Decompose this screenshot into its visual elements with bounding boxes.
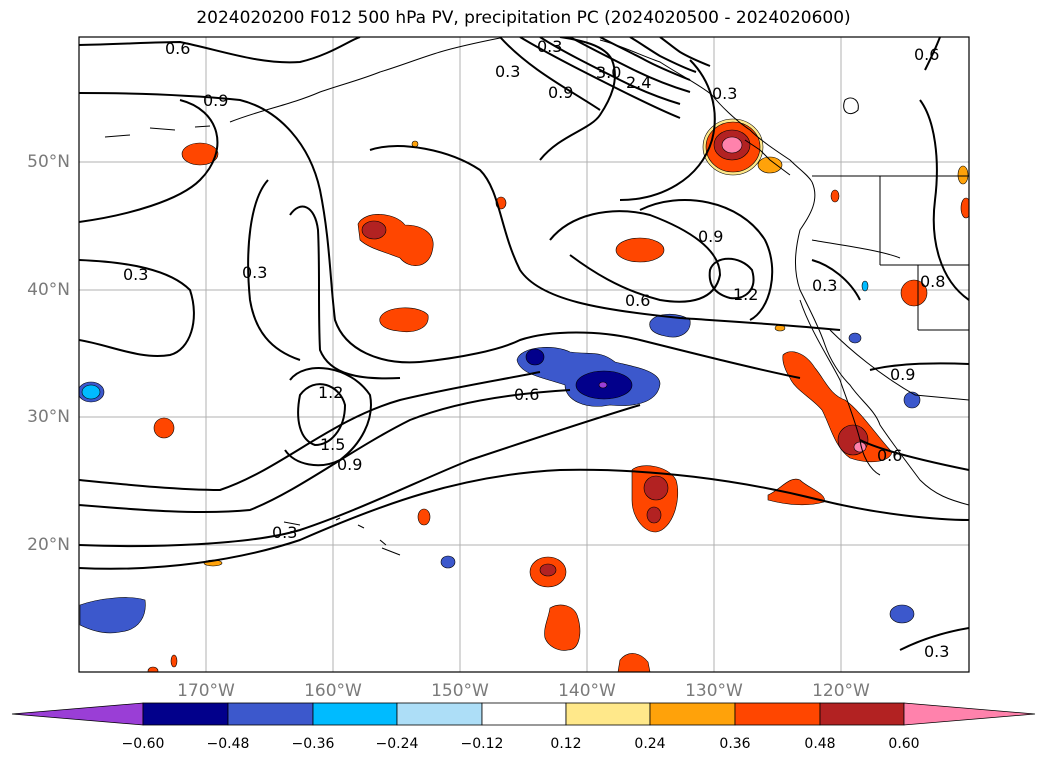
colorbar — [11, 702, 1036, 726]
colorbar-tick-label: 0.48 — [804, 736, 836, 752]
colorbar-extend-low — [11, 702, 144, 726]
contour-label: 3.0 — [596, 63, 621, 82]
colorbar-tick-label: 0.36 — [719, 736, 751, 752]
contour-label: 0.3 — [495, 62, 520, 81]
contour-label: 0.3 — [272, 523, 297, 542]
lat-label: 30°N — [27, 407, 70, 427]
pv-contours — [79, 37, 969, 651]
coastlines — [104, 37, 969, 556]
lon-label: 130°W — [685, 681, 743, 701]
colorbar-tick-label: 0.60 — [888, 736, 920, 752]
contour-label: 0.3 — [123, 265, 148, 284]
contour-label: 0.3 — [712, 84, 737, 103]
colorbar-extend-high — [903, 702, 1036, 726]
colorbar-bin — [227, 702, 314, 726]
lat-label: 40°N — [27, 280, 70, 300]
contour-label: 1.2 — [733, 285, 758, 304]
map-title: 2024020200 F012 500 hPa PV, precipitatio… — [196, 8, 851, 28]
colorbar-bin — [312, 702, 398, 726]
lon-label: 140°W — [558, 681, 616, 701]
lon-label: 120°W — [812, 681, 870, 701]
colorbar-bin — [565, 702, 651, 726]
colorbar-tick-label: −0.24 — [375, 736, 419, 752]
lat-label: 50°N — [27, 152, 70, 172]
contour-label: 0.6 — [914, 45, 939, 64]
colorbar-tick-label: −0.12 — [460, 736, 504, 752]
contour-label: 0.3 — [537, 37, 562, 56]
colorbar-bin — [142, 702, 229, 726]
contour-label: 0.9 — [548, 83, 573, 102]
contour-label: 2.4 — [626, 73, 651, 92]
map-frame — [78, 36, 970, 673]
colorbar-bin — [396, 702, 483, 726]
colorbar-bin — [734, 702, 821, 726]
contour-label: 0.6 — [165, 39, 190, 58]
colorbar-bin — [481, 702, 567, 726]
contour-label: 0.3 — [924, 642, 949, 661]
contour-label: 0.9 — [203, 91, 228, 110]
contour-label: 0.6 — [625, 291, 650, 310]
contour-label: 1.5 — [320, 435, 345, 454]
lon-label: 150°W — [431, 681, 489, 701]
contour-label: 0.3 — [242, 263, 267, 282]
lat-label: 20°N — [27, 535, 70, 555]
colorbar-bin — [649, 702, 736, 726]
contour-label: 0.3 — [812, 276, 837, 295]
colorbar-tick-label: 0.24 — [634, 736, 666, 752]
contour-label: 0.9 — [337, 455, 362, 474]
lon-label: 170°W — [177, 681, 235, 701]
contour-label: 1.2 — [318, 383, 343, 402]
lon-label: 160°W — [304, 681, 362, 701]
precip-shading — [79, 118, 969, 672]
colorbar-tick-label: −0.36 — [291, 736, 335, 752]
contour-label: 0.8 — [920, 272, 945, 291]
colorbar-bin — [819, 702, 905, 726]
colorbar-tick-label: 0.12 — [550, 736, 582, 752]
contour-label: 0.6 — [877, 446, 902, 465]
contour-label: 0.9 — [698, 227, 723, 246]
contour-label: 0.6 — [514, 385, 539, 404]
colorbar-tick-label: −0.60 — [121, 736, 165, 752]
colorbar-tick-label: −0.48 — [206, 736, 250, 752]
contour-label: 0.9 — [890, 365, 915, 384]
contour-labels: 0.6 0.9 0.3 0.9 3.0 2.4 0.3 0.3 0.3 0.9 … — [123, 37, 949, 661]
